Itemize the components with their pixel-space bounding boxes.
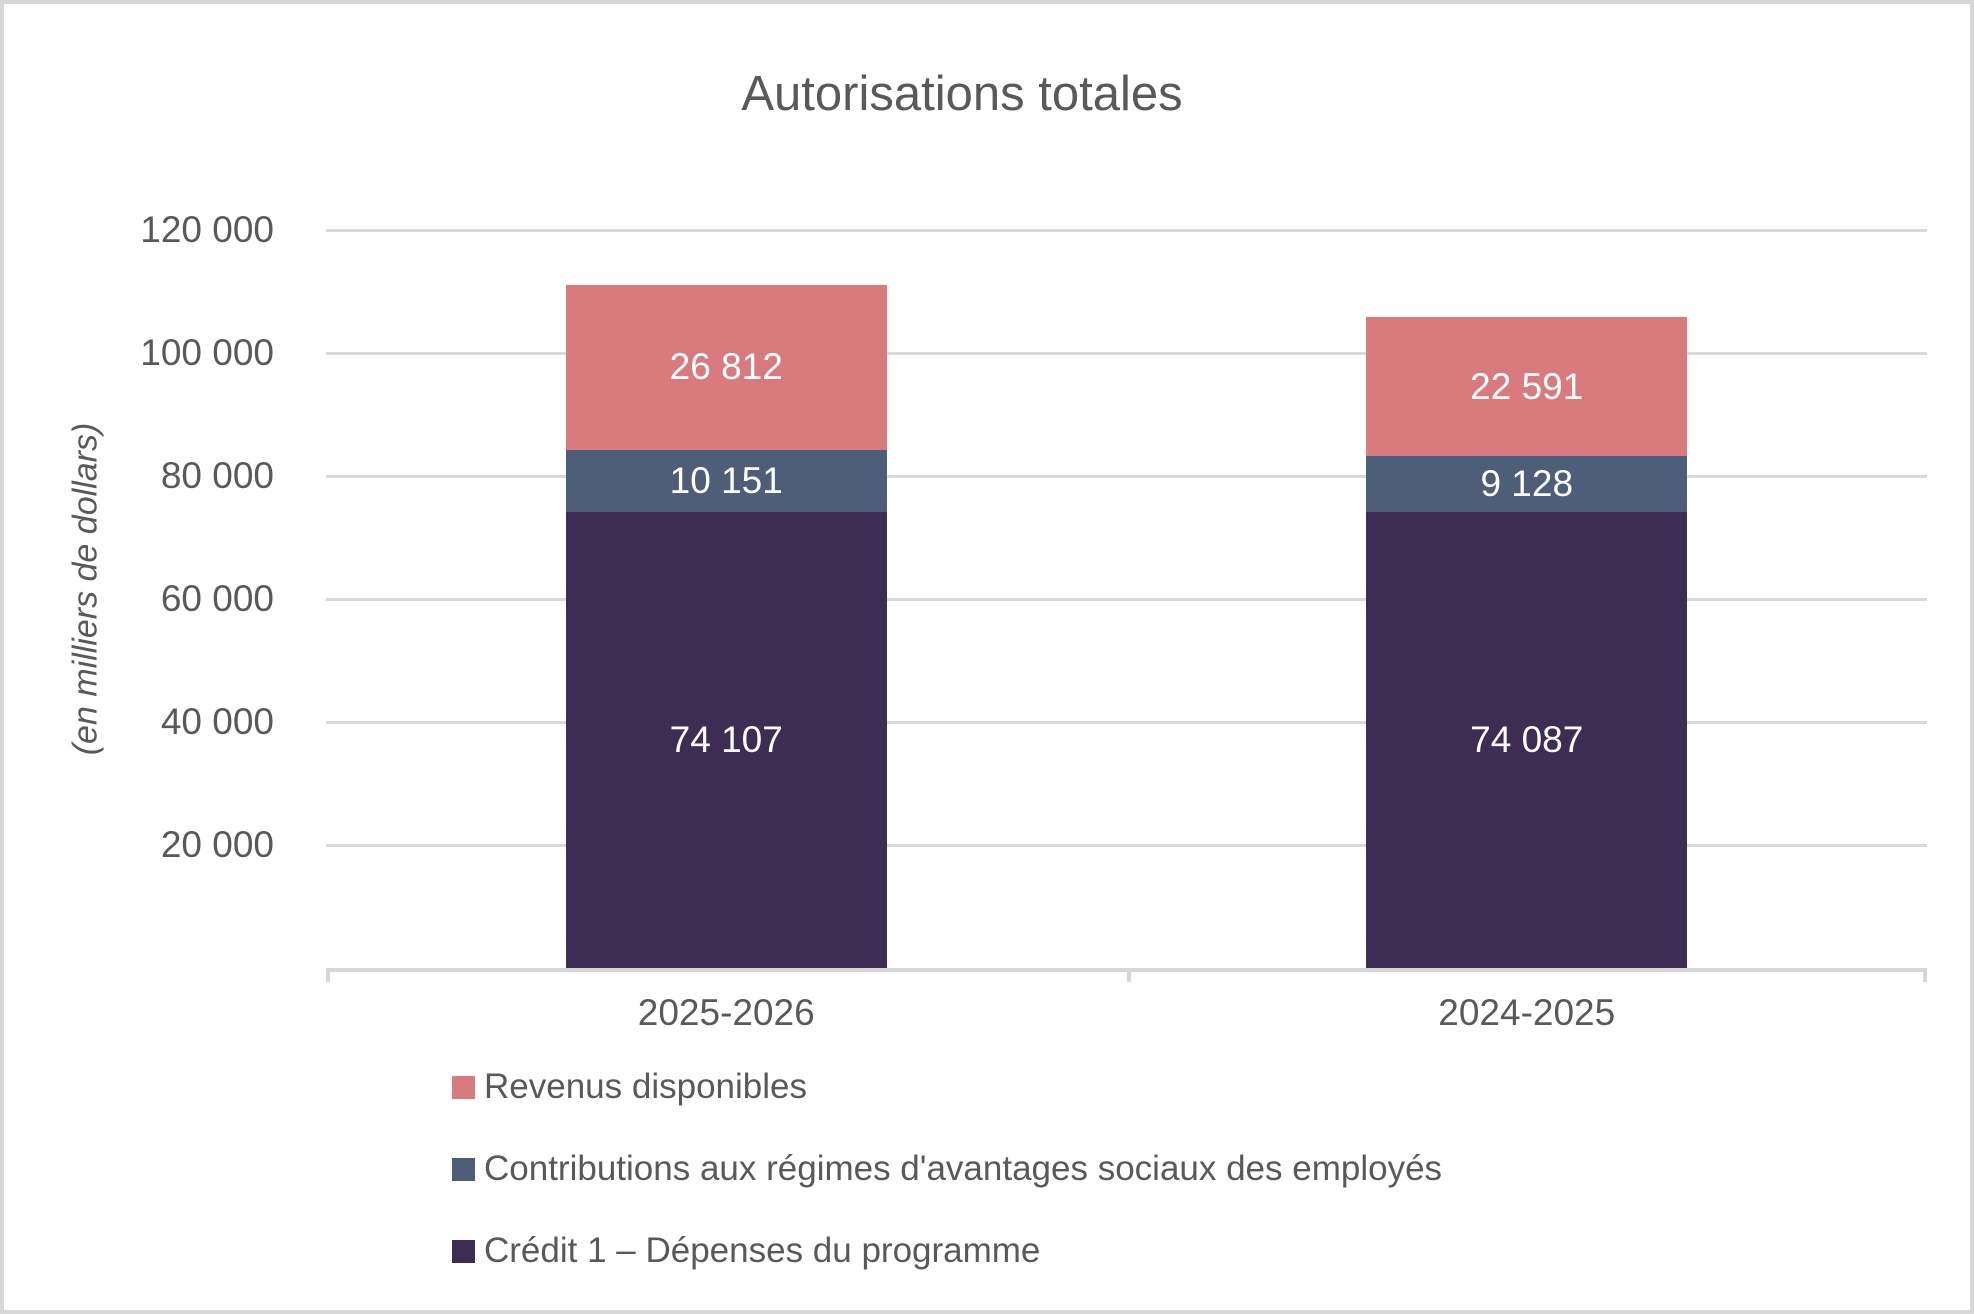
gridline-100000 xyxy=(326,351,1927,355)
x-axis-tick xyxy=(1126,968,1131,982)
legend-swatch-icon xyxy=(452,1075,475,1099)
gridline-40000 xyxy=(326,720,1927,724)
y-tick-label: 60 000 xyxy=(160,578,274,619)
legend-label: Contributions aux régimes d'avantages so… xyxy=(484,1149,1443,1188)
legend-item: Contributions aux régimes d'avantages so… xyxy=(452,1149,1442,1189)
x-category-label: 2025-2026 xyxy=(637,992,815,1033)
legend-swatch-icon xyxy=(452,1239,475,1263)
bar-segment xyxy=(1366,512,1688,968)
gridline-120000 xyxy=(326,228,1927,232)
bar-segment xyxy=(565,449,887,513)
bar-value-label: 10 151 xyxy=(669,460,783,502)
y-tick-label: 80 000 xyxy=(160,455,274,496)
bar-value-label: 9 128 xyxy=(1480,463,1574,505)
y-tick-label: 120 000 xyxy=(140,209,274,250)
legend-item: Crédit 1 – Dépenses du programme xyxy=(452,1231,1040,1271)
x-category-label: 2024-2025 xyxy=(1438,992,1616,1033)
x-axis-tick xyxy=(1923,968,1927,982)
bar-value-label: 74 107 xyxy=(669,719,783,761)
legend-swatch-icon xyxy=(452,1157,475,1181)
x-axis-tick xyxy=(326,968,330,982)
legend-item: Revenus disponibles xyxy=(452,1067,807,1107)
bar-value-label: 74 087 xyxy=(1470,719,1584,761)
chart-title: Autorisations totales xyxy=(741,67,1183,121)
y-tick-label: 100 000 xyxy=(140,332,274,373)
gridline-80000 xyxy=(326,474,1927,478)
y-tick-label: 40 000 xyxy=(160,701,274,742)
bar-value-label: 22 591 xyxy=(1470,365,1584,407)
gridline-20000 xyxy=(326,843,1927,847)
y-tick-label: 20 000 xyxy=(160,824,274,865)
bar-value-label: 26 812 xyxy=(669,346,783,388)
gridline-60000 xyxy=(326,597,1927,601)
bar-segment xyxy=(565,284,887,450)
legend-label: Revenus disponibles xyxy=(484,1067,807,1106)
bar-segment xyxy=(1366,456,1688,513)
bar-segment xyxy=(565,512,887,968)
legend-label: Crédit 1 – Dépenses du programme xyxy=(484,1231,1041,1270)
bar-segment xyxy=(1366,317,1688,457)
